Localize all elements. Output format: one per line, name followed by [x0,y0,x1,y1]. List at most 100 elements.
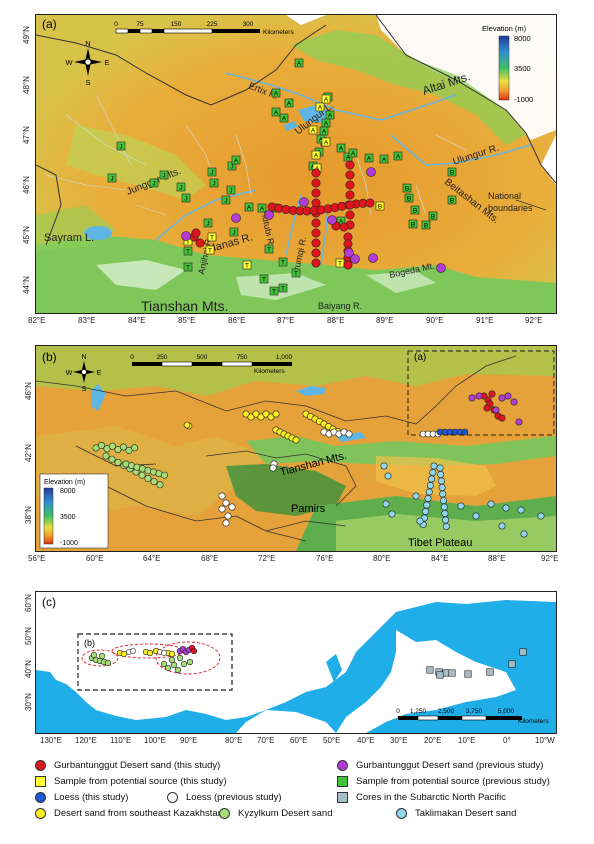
svg-text:A: A [324,140,329,147]
svg-text:A: A [328,113,333,120]
svg-text:T: T [338,261,342,268]
svg-text:A: A [396,154,401,161]
gurbantunggut-sand-this-study [345,160,355,170]
svg-text:T: T [294,271,298,278]
legend-item: Desert sand from southeast Kazakhstan [35,808,223,819]
source-sample-this-study: A [321,137,331,147]
kyzylkum-sand [90,651,98,659]
kyzylkum-sand [114,458,122,466]
svg-text:J: J [210,170,213,177]
svg-text:J: J [229,188,232,195]
source-sample-previous: T [264,244,274,254]
inset-frame-b [77,633,233,691]
legend-item: Gurbantunggut Desert sand (previous stud… [337,760,543,771]
scale-tick: 225 [207,21,218,28]
north-pacific-core [442,669,450,677]
source-sample-previous: A [325,110,335,120]
svg-text:0: 0 [130,354,134,361]
source-sample-previous: B [410,205,420,215]
gurbantunggut-sand-this-study [498,414,506,422]
source-sample-previous: T [183,262,193,272]
taklimakan-sand [440,503,448,511]
svg-text:0: 0 [396,708,400,715]
label-tianshan: Tianshan Mts. [141,298,228,313]
source-sample-previous: J [221,195,231,205]
source-sample-this-study: T [242,260,252,270]
map-panel-a: 0 75 150 225 300 Kilometers N S E W Elev… [35,14,557,314]
svg-text:A: A [274,110,279,117]
legend-item: Sample from potential source (this study… [35,776,227,787]
source-sample-markers: AAAAAAAAAAAAAAAAAAABBBBBBBBJJJJJJJJJAJJA… [107,58,457,296]
svg-text:T: T [262,277,266,284]
taklimakan-sand [429,469,437,477]
label-pamirs: Pamirs [291,503,326,515]
legend-item: Loess (previous study) [167,792,282,803]
taklimakan-sand [423,501,431,509]
svg-text:-1000: -1000 [60,540,78,547]
gurbantunggut-sand-previous [492,406,500,414]
svg-text:E: E [97,370,102,377]
svg-text:A: A [319,137,324,144]
gurbantunggut-sand-this-study [195,238,205,248]
legend-label: Desert sand from southeast Kazakhstan [54,808,223,819]
source-sample-this-study: A [321,94,331,104]
gurbantunggut-sand-this-study [311,168,321,178]
svg-text:A: A [311,128,316,135]
loess-this-study [461,428,469,436]
loess-previous [345,430,353,438]
gurbantunggut-sand-previous [366,167,376,177]
gurbantunggut-sand-previous [504,392,512,400]
legend-circle-symbol [396,808,407,819]
gurbantunggut-sand-previous [344,248,354,258]
taklimakan-sand [380,462,388,470]
taklimakan-sand [442,523,450,531]
label-sayram: Sayram L. [44,232,94,244]
source-sample-previous: T [183,246,193,256]
legend-item: Kyzylkum Desert sand [219,808,333,819]
map-panel-b: (a) 0 250 500 750 1,000 Kilometers N S E… [35,345,557,552]
gurbantunggut-sand-previous [475,392,483,400]
source-sample-previous: A [321,118,331,128]
loess-previous [224,512,232,520]
kyzylkum-sand [174,666,182,674]
svg-text:T: T [281,286,285,293]
loess-previous [228,503,236,511]
svg-text:J: J [162,173,165,180]
gurbantunggut-sand-this-study [345,210,355,220]
scale-tick: 300 [243,21,254,28]
taklimakan-sand [425,488,433,496]
kyzylkum-sand [144,474,152,482]
source-sample-previous: T [278,283,288,293]
svg-text:A: A [351,151,356,158]
source-sample-previous: B [402,183,412,193]
source-sample-previous: A [271,107,281,117]
svg-text:T: T [186,265,190,272]
svg-text:A: A [339,219,344,226]
kyzylkum-sand [131,444,139,452]
map-legend: Gurbantunggut Desert sand (this study) Gu… [35,760,575,840]
label-baiyang: Baiyang R. [318,301,362,311]
panel-b-label: (b) [42,350,57,364]
kyzylkum-sand [160,660,168,668]
source-sample-previous: J [229,227,239,237]
scale-bar-a: 0 75 150 225 300 Kilometers [114,21,294,36]
svg-text:1,000: 1,000 [276,354,293,361]
taklimakan-sand [422,508,430,516]
svg-text:8000: 8000 [514,34,531,43]
gurbantunggut-sand-previous [327,215,337,225]
source-sample-previous: T [269,286,279,296]
svg-text:J: J [232,230,235,237]
svg-text:T: T [272,289,276,296]
legend-item: Taklimakan Desert sand [396,808,516,819]
svg-text:B: B [450,170,454,177]
taklimakan-sand [441,510,449,518]
source-sample-previous: B [408,219,418,229]
kyzylkum-sand [180,660,188,668]
source-sample-this-study: T [335,258,345,268]
legend-item: Sample from potential source (previous s… [337,776,550,787]
svg-text:N: N [81,354,86,361]
svg-text:A: A [260,206,265,213]
source-sample-previous: A [379,154,389,164]
map-panel-c: (b) 0 1,250 2,500 3,750 5,000 Kilometers… [35,591,557,734]
svg-text:A: A [297,61,302,68]
